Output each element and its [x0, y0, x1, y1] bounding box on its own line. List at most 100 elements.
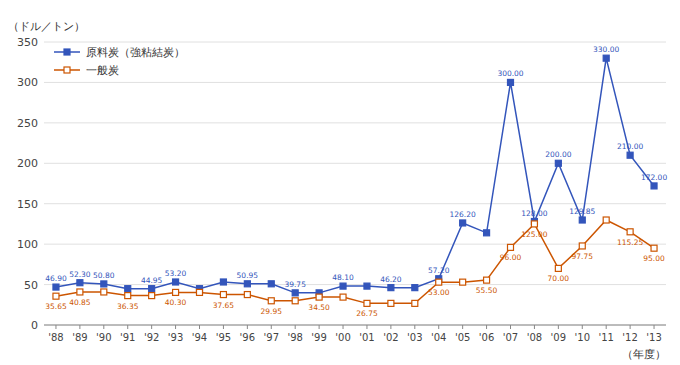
- data-label: 35.65: [45, 302, 67, 311]
- background: [0, 0, 680, 365]
- data-label: 210.00: [617, 142, 643, 151]
- marker: [508, 79, 514, 85]
- x-tick: [199, 325, 200, 329]
- x-tick: [79, 325, 80, 329]
- legend-marker: [64, 67, 70, 73]
- x-tick: [582, 325, 583, 329]
- grid-line: [44, 325, 666, 326]
- x-tick-label: '90: [96, 332, 111, 343]
- x-tick: [414, 325, 415, 329]
- x-tick: [343, 325, 344, 329]
- data-label: 40.30: [165, 298, 187, 307]
- grid-line: [44, 82, 666, 83]
- marker: [579, 217, 585, 223]
- x-tick: [127, 325, 128, 329]
- marker: [340, 283, 346, 289]
- x-tick-label: '12: [622, 332, 637, 343]
- data-label: 50.80: [93, 271, 115, 280]
- marker: [364, 300, 370, 306]
- y-tick-label: 200: [17, 157, 38, 170]
- data-label: 53.00: [428, 288, 450, 297]
- x-tick-label: '05: [455, 332, 470, 343]
- x-tick: [319, 325, 320, 329]
- x-tick: [654, 325, 655, 329]
- marker: [555, 265, 561, 271]
- x-tick-label: '04: [431, 332, 446, 343]
- marker: [220, 279, 226, 285]
- y-tick-label: 50: [24, 279, 38, 292]
- data-label: 34.50: [308, 303, 330, 312]
- x-tick-label: '03: [407, 332, 422, 343]
- marker: [364, 283, 370, 289]
- x-tick: [175, 325, 176, 329]
- x-tick-label: '10: [575, 332, 590, 343]
- grid-line: [44, 203, 666, 204]
- x-tick-label: '09: [551, 332, 566, 343]
- x-tick: [55, 325, 56, 329]
- data-label: 36.35: [117, 302, 139, 311]
- data-label: 96.00: [500, 253, 522, 262]
- chart: 050100150200250300350'88'89'90'91'92'93'…: [0, 0, 680, 365]
- x-tick-label: '07: [503, 332, 518, 343]
- x-tick-label: '00: [335, 332, 350, 343]
- marker: [53, 284, 59, 290]
- x-axis-line: [44, 325, 666, 326]
- data-label: 50.95: [237, 271, 259, 280]
- marker: [268, 298, 274, 304]
- x-tick-label: '91: [120, 332, 135, 343]
- data-label: 128.00: [521, 209, 547, 218]
- marker: [53, 293, 59, 299]
- data-label: 46.20: [380, 275, 402, 284]
- data-label: 129.85: [569, 207, 595, 216]
- marker: [316, 294, 322, 300]
- y-tick-label: 100: [17, 238, 38, 251]
- marker: [603, 217, 609, 223]
- plot-area: [53, 55, 657, 306]
- legend-marker: [64, 49, 70, 55]
- x-tick: [223, 325, 224, 329]
- x-tick: [558, 325, 559, 329]
- x-tick-label: '01: [359, 332, 374, 343]
- x-axis-label: （年度）: [622, 348, 666, 361]
- data-label: 300.00: [497, 69, 523, 78]
- y-tick-label: 350: [17, 36, 38, 49]
- x-tick-label: '13: [646, 332, 661, 343]
- marker: [555, 160, 561, 166]
- marker: [627, 152, 633, 158]
- data-label: 115.25: [617, 238, 643, 247]
- data-label: 48.10: [332, 273, 354, 282]
- marker: [292, 290, 298, 296]
- y-tick-label: 250: [17, 117, 38, 130]
- marker: [101, 289, 107, 295]
- marker: [101, 281, 107, 287]
- marker: [125, 293, 131, 299]
- data-label: 46.90: [45, 274, 67, 283]
- x-tick-label: '96: [240, 332, 255, 343]
- marker: [603, 55, 609, 61]
- x-tick: [462, 325, 463, 329]
- grid-line: [44, 163, 666, 164]
- series-line: [56, 220, 654, 303]
- x-tick-label: '89: [72, 332, 87, 343]
- marker: [460, 220, 466, 226]
- axes: 050100150200250300350'88'89'90'91'92'93'…: [17, 36, 666, 343]
- marker: [197, 289, 203, 295]
- x-tick-label: '94: [192, 332, 207, 343]
- x-tick: [151, 325, 152, 329]
- legend-label: 一般炭: [86, 64, 119, 77]
- marker: [412, 285, 418, 291]
- x-tick-label: '93: [168, 332, 183, 343]
- marker: [268, 281, 274, 287]
- data-label: 95.00: [643, 254, 665, 263]
- marker: [460, 279, 466, 285]
- data-label: 55.50: [476, 286, 498, 295]
- marker: [220, 292, 226, 298]
- marker: [173, 279, 179, 285]
- marker: [627, 229, 633, 235]
- x-tick: [534, 325, 535, 329]
- data-label: 70.00: [548, 274, 570, 283]
- marker: [244, 281, 250, 287]
- x-tick: [630, 325, 631, 329]
- x-tick: [438, 325, 439, 329]
- y-tick-label: 0: [31, 319, 38, 332]
